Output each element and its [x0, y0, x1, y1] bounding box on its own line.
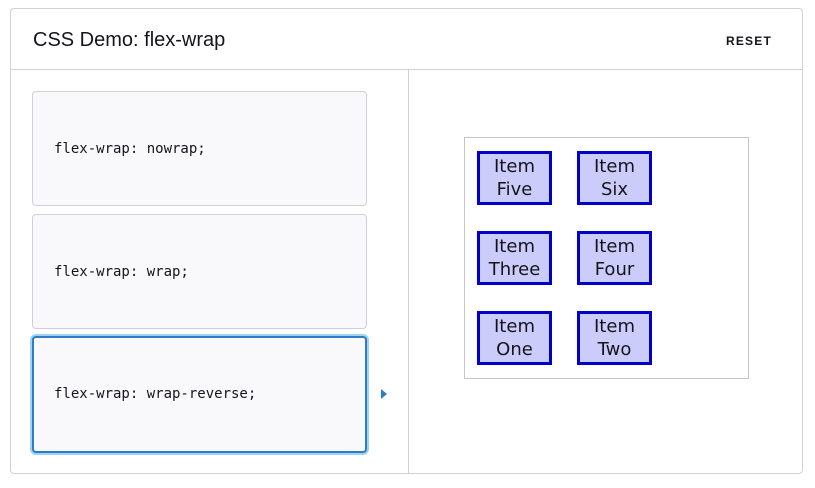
item-label-line2: Two — [597, 339, 632, 360]
item-label-line2: Six — [600, 179, 629, 200]
item-label-line2: One — [496, 339, 533, 360]
flex-item-five: Item Five — [477, 151, 552, 205]
item-label-line2: Four — [594, 259, 635, 280]
item-label-line2: Five — [496, 179, 533, 200]
item-label-line1: Item — [494, 156, 535, 177]
item-label-line1: Item — [494, 236, 535, 257]
flex-item-two: Item Two — [577, 311, 652, 365]
item-label-line2: Three — [488, 259, 541, 280]
output-panel: Item One Item Two Item Three Item Four I… — [409, 70, 802, 473]
demo-window: CSS Demo: flex-wrap RESET flex-wrap: now… — [10, 8, 803, 474]
demo-title: CSS Demo: flex-wrap — [33, 29, 226, 51]
choice-nowrap[interactable]: flex-wrap: nowrap; — [32, 91, 367, 206]
item-label-line1: Item — [594, 316, 635, 337]
item-label-line1: Item — [494, 316, 535, 337]
choice-wrap-reverse[interactable]: flex-wrap: wrap-reverse; — [32, 336, 367, 453]
demo-header: CSS Demo: flex-wrap RESET — [11, 9, 802, 70]
choice-code: flex-wrap: wrap; — [54, 264, 189, 280]
choice-code: flex-wrap: wrap-reverse; — [54, 386, 257, 402]
flex-item-one: Item One — [477, 311, 552, 365]
reset-button[interactable]: RESET — [716, 30, 782, 52]
flex-item-three: Item Three — [477, 231, 552, 285]
item-label-line1: Item — [594, 236, 635, 257]
flex-example-container: Item One Item Two Item Three Item Four I… — [464, 137, 749, 379]
code-choices-panel: flex-wrap: nowrap; flex-wrap: wrap; flex… — [11, 70, 409, 473]
flex-item-four: Item Four — [577, 231, 652, 285]
triangle-right-icon — [381, 389, 387, 399]
item-label-line1: Item — [594, 156, 635, 177]
flex-item-six: Item Six — [577, 151, 652, 205]
demo-body: flex-wrap: nowrap; flex-wrap: wrap; flex… — [11, 70, 802, 473]
choice-wrap[interactable]: flex-wrap: wrap; — [32, 214, 367, 329]
choice-code: flex-wrap: nowrap; — [54, 141, 206, 157]
